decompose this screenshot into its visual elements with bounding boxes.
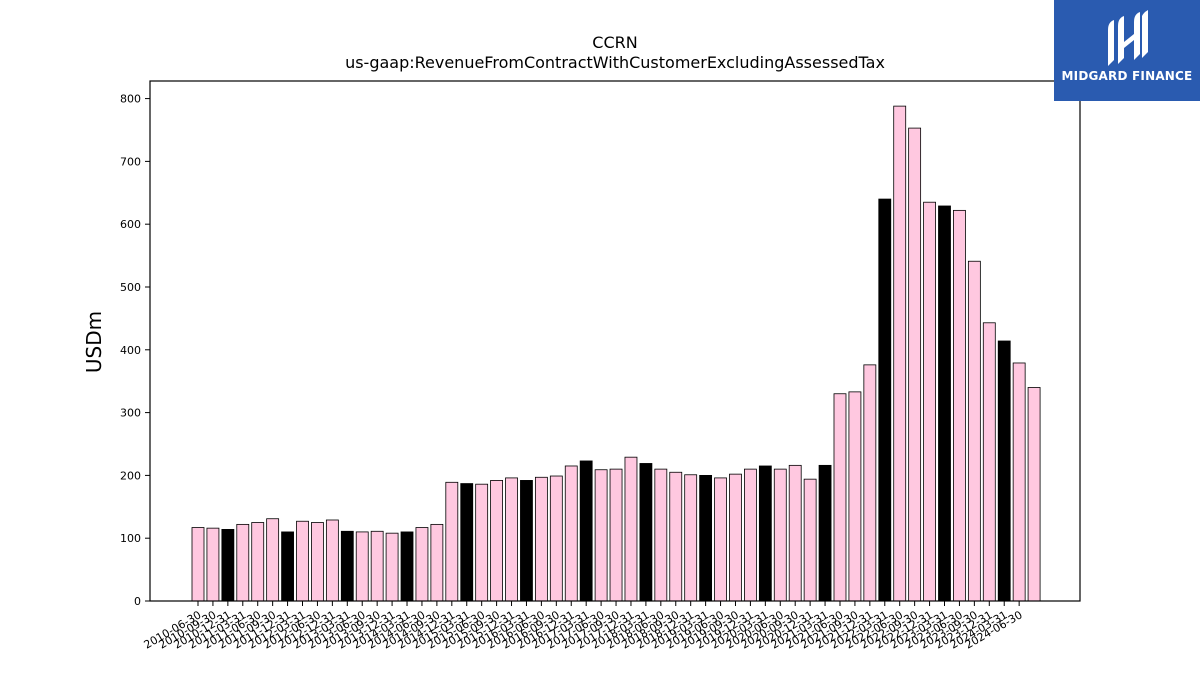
y-axis-label: USDm — [82, 311, 106, 373]
bar — [191, 527, 205, 602]
bar — [997, 340, 1011, 602]
bar — [325, 519, 339, 602]
bar — [445, 481, 459, 602]
bar — [281, 531, 294, 602]
bar — [773, 468, 787, 602]
bar — [415, 527, 429, 602]
bar — [296, 520, 309, 602]
bar — [863, 364, 877, 602]
bar — [340, 530, 354, 602]
bar — [266, 518, 280, 602]
bar — [714, 477, 727, 602]
y-tick-label: 100 — [120, 532, 141, 545]
bar — [400, 531, 414, 602]
bar — [311, 522, 324, 602]
bar — [818, 464, 832, 602]
chart-subtitle: us-gaap:RevenueFromContractWithCustomerE… — [345, 53, 885, 72]
chart-title: CCRN — [592, 33, 637, 52]
bar — [953, 209, 966, 602]
bar — [370, 530, 384, 602]
y-tick-label: 800 — [120, 93, 141, 106]
bar — [520, 480, 533, 602]
bar — [206, 527, 220, 602]
bar — [385, 532, 399, 602]
bar — [1027, 387, 1041, 602]
bar — [788, 464, 802, 602]
bar — [1012, 362, 1026, 602]
bar — [908, 127, 922, 602]
bar — [251, 522, 265, 602]
bar — [594, 469, 608, 602]
bar — [460, 483, 474, 602]
y-tick-label: 500 — [120, 281, 141, 294]
bar — [758, 465, 772, 602]
bar — [938, 205, 951, 602]
midgard-finance-logo: MIDGARD FINANCE — [1054, 0, 1200, 101]
bar — [982, 322, 996, 602]
bar — [729, 473, 742, 602]
bar — [549, 475, 563, 602]
bar — [923, 201, 936, 602]
bar — [564, 465, 578, 602]
bar — [744, 468, 757, 602]
bar — [236, 523, 250, 602]
bar — [893, 105, 907, 602]
y-tick-label: 700 — [120, 155, 141, 168]
bars-group — [191, 105, 1041, 602]
bar — [221, 529, 235, 602]
bar — [505, 477, 518, 602]
bar — [579, 460, 593, 602]
bar — [669, 471, 683, 602]
bar — [848, 391, 862, 602]
bar — [684, 474, 698, 602]
bar — [609, 468, 623, 602]
bar — [639, 463, 653, 602]
y-tick-label: 200 — [120, 469, 141, 482]
bar — [878, 198, 892, 602]
y-tick-label: 600 — [120, 218, 141, 231]
bar — [803, 478, 817, 602]
bar — [490, 480, 504, 602]
y-tick-label: 300 — [120, 407, 141, 420]
logo-text: MIDGARD FINANCE — [1061, 69, 1193, 83]
bar — [654, 468, 668, 602]
bar — [430, 523, 444, 602]
bar — [624, 456, 638, 602]
midgard-logo-icon — [1108, 10, 1148, 66]
plot-frame — [149, 80, 1081, 602]
bar — [355, 531, 369, 602]
bar — [475, 483, 489, 602]
bar — [534, 476, 548, 602]
y-tick-label: 400 — [120, 344, 141, 357]
bar — [967, 260, 981, 602]
bar — [699, 474, 713, 602]
x-axis-ticks: 2010-06-302010-09-302010-12-312011-03-31… — [142, 601, 1025, 652]
y-axis-ticks: 0 100 200 300 400 500 600 700 800 — [120, 93, 150, 608]
bar — [833, 393, 847, 602]
y-tick-label: 0 — [134, 595, 141, 608]
